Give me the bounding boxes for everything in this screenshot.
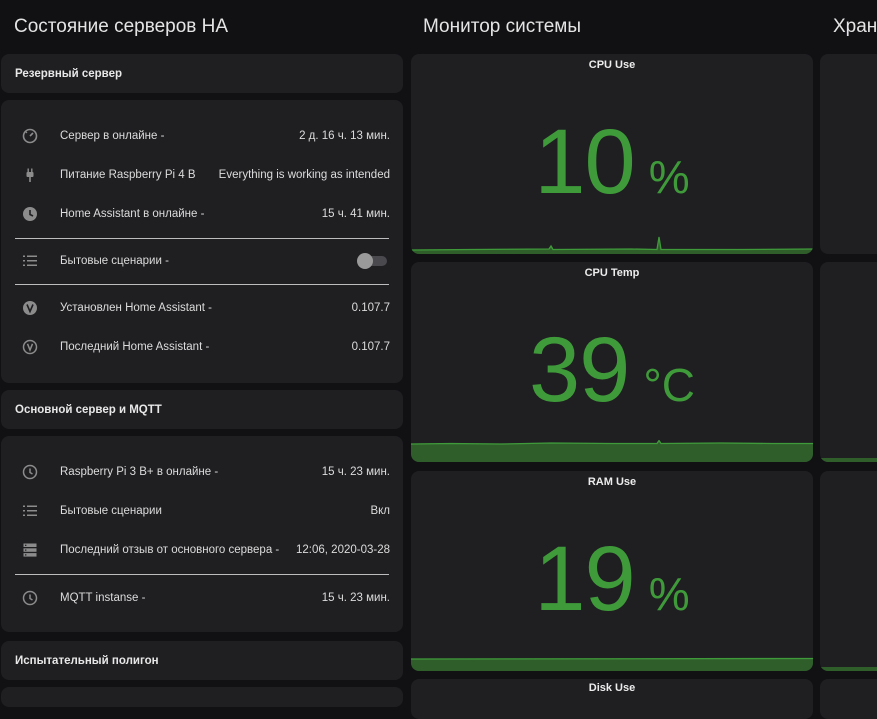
entity-name: Питание Raspberry Pi 4 B bbox=[60, 169, 196, 181]
ram-use-card[interactable]: RAM Use 19% bbox=[411, 471, 813, 671]
gauge-title: CPU Temp bbox=[584, 267, 640, 279]
storage-card-1[interactable] bbox=[820, 54, 877, 254]
scenarios-toggle[interactable] bbox=[357, 253, 387, 269]
gauge-number: 19 bbox=[534, 528, 635, 630]
entity-name: Сервер в онлайне - bbox=[60, 130, 165, 142]
power-plug-icon bbox=[21, 166, 39, 184]
gauge-unit: % bbox=[648, 151, 690, 203]
entity-name: Бытовые сценарии bbox=[60, 505, 162, 517]
entity-value: 0.107.7 bbox=[351, 302, 390, 314]
gauge-title: CPU Use bbox=[588, 59, 636, 71]
ram-use-sparkline bbox=[411, 657, 813, 671]
main-server-header: Основной сервер и MQTT bbox=[1, 390, 403, 429]
gauge-unit: °C bbox=[643, 359, 695, 411]
entity-name: MQTT instanse - bbox=[60, 592, 146, 604]
entity-row-rpi3-uptime[interactable]: Raspberry Pi 3 B+ в онлайне - 15 ч. 23 м… bbox=[1, 460, 403, 484]
storage-sparkline bbox=[820, 667, 877, 671]
timer-icon bbox=[21, 127, 39, 145]
entity-row-ha-uptime[interactable]: Home Assistant в онлайне - 15 ч. 41 мин. bbox=[1, 202, 403, 226]
backup-server-header: Резервный сервер bbox=[1, 54, 403, 93]
server-icon bbox=[21, 541, 39, 559]
test-polygon-title: Испытательный полигон bbox=[15, 654, 159, 667]
list-icon bbox=[21, 502, 39, 520]
version-outline-icon bbox=[21, 338, 39, 356]
backup-server-card: Сервер в онлайне - 2 д. 16 ч. 13 мин. Пи… bbox=[1, 100, 403, 383]
backup-server-title: Резервный сервер bbox=[15, 67, 123, 80]
gauge-title: RAM Use bbox=[587, 476, 637, 488]
storage-card-4[interactable] bbox=[820, 679, 877, 719]
entity-row-latest-version[interactable]: Последний Home Assistant - 0.107.7 bbox=[1, 335, 403, 359]
entity-name: Home Assistant в онлайне - bbox=[60, 208, 205, 220]
clock-outline-icon bbox=[21, 589, 39, 607]
test-polygon-header: Испытательный полигон bbox=[1, 641, 403, 680]
entity-row-mqtt[interactable]: MQTT instanse - 15 ч. 23 мин. bbox=[1, 586, 403, 610]
clock-icon bbox=[21, 205, 39, 223]
divider bbox=[15, 284, 389, 285]
gauge-value: 39 °C bbox=[411, 318, 813, 423]
storage-card-3[interactable] bbox=[820, 471, 877, 671]
entity-name: Последний Home Assistant - bbox=[60, 341, 210, 353]
entity-row-uptime[interactable]: Сервер в онлайне - 2 д. 16 ч. 13 мин. bbox=[1, 124, 403, 148]
entity-value: 15 ч. 23 мин. bbox=[321, 466, 390, 478]
gauge-number: 10 bbox=[534, 111, 635, 213]
entity-value: 2 д. 16 ч. 13 мин. bbox=[299, 130, 390, 142]
entity-value: 15 ч. 23 мин. bbox=[321, 592, 390, 604]
cpu-temp-card[interactable]: CPU Temp 39 °C bbox=[411, 262, 813, 462]
gauge-value: 19% bbox=[411, 527, 813, 632]
toggle-knob bbox=[357, 253, 373, 269]
clock-outline-icon bbox=[21, 463, 39, 481]
entity-value: 15 ч. 41 мин. bbox=[321, 208, 390, 220]
entity-value: 12:06, 2020-03-28 bbox=[296, 544, 390, 556]
main-server-card: Raspberry Pi 3 B+ в онлайне - 15 ч. 23 м… bbox=[1, 436, 403, 632]
divider bbox=[15, 238, 389, 239]
column-title-storage: Хран bbox=[833, 16, 877, 37]
storage-card-2[interactable] bbox=[820, 262, 877, 462]
column-title-servers: Состояние серверов HA bbox=[14, 16, 229, 37]
disk-use-card[interactable]: Disk Use bbox=[411, 679, 813, 719]
gauge-number: 39 bbox=[529, 319, 630, 421]
cpu-temp-sparkline bbox=[411, 440, 813, 462]
column-title-monitor: Монитор системы bbox=[423, 16, 582, 37]
entity-name: Бытовые сценарии - bbox=[60, 255, 169, 267]
entity-name: Последний отзыв от основного сервера - bbox=[60, 544, 280, 556]
storage-sparkline bbox=[820, 458, 877, 462]
cpu-use-sparkline bbox=[411, 236, 813, 254]
entity-row-last-response[interactable]: Последний отзыв от основного сервера - 1… bbox=[1, 538, 403, 562]
divider bbox=[15, 574, 389, 575]
cpu-use-card[interactable]: CPU Use 10% bbox=[411, 54, 813, 254]
entity-row-power[interactable]: Питание Raspberry Pi 4 B Everything is w… bbox=[1, 163, 403, 187]
entity-row-installed-version[interactable]: Установлен Home Assistant - 0.107.7 bbox=[1, 296, 403, 320]
gauge-title: Disk Use bbox=[588, 682, 636, 694]
entity-row-scenarios[interactable]: Бытовые сценарии - bbox=[1, 249, 403, 273]
entity-value: Вкл bbox=[370, 505, 390, 517]
main-server-title: Основной сервер и MQTT bbox=[15, 403, 162, 416]
entity-row-main-scenarios[interactable]: Бытовые сценарии Вкл bbox=[1, 499, 403, 523]
entity-value: 0.107.7 bbox=[351, 341, 390, 353]
list-icon bbox=[21, 252, 39, 270]
entity-value: Everything is working as intended bbox=[218, 169, 390, 181]
gauge-value: 10% bbox=[411, 110, 813, 215]
entity-name: Установлен Home Assistant - bbox=[60, 302, 212, 314]
entity-name: Raspberry Pi 3 B+ в онлайне - bbox=[60, 466, 219, 478]
gauge-unit: % bbox=[648, 568, 690, 620]
version-icon bbox=[21, 299, 39, 317]
test-polygon-card bbox=[1, 687, 403, 707]
